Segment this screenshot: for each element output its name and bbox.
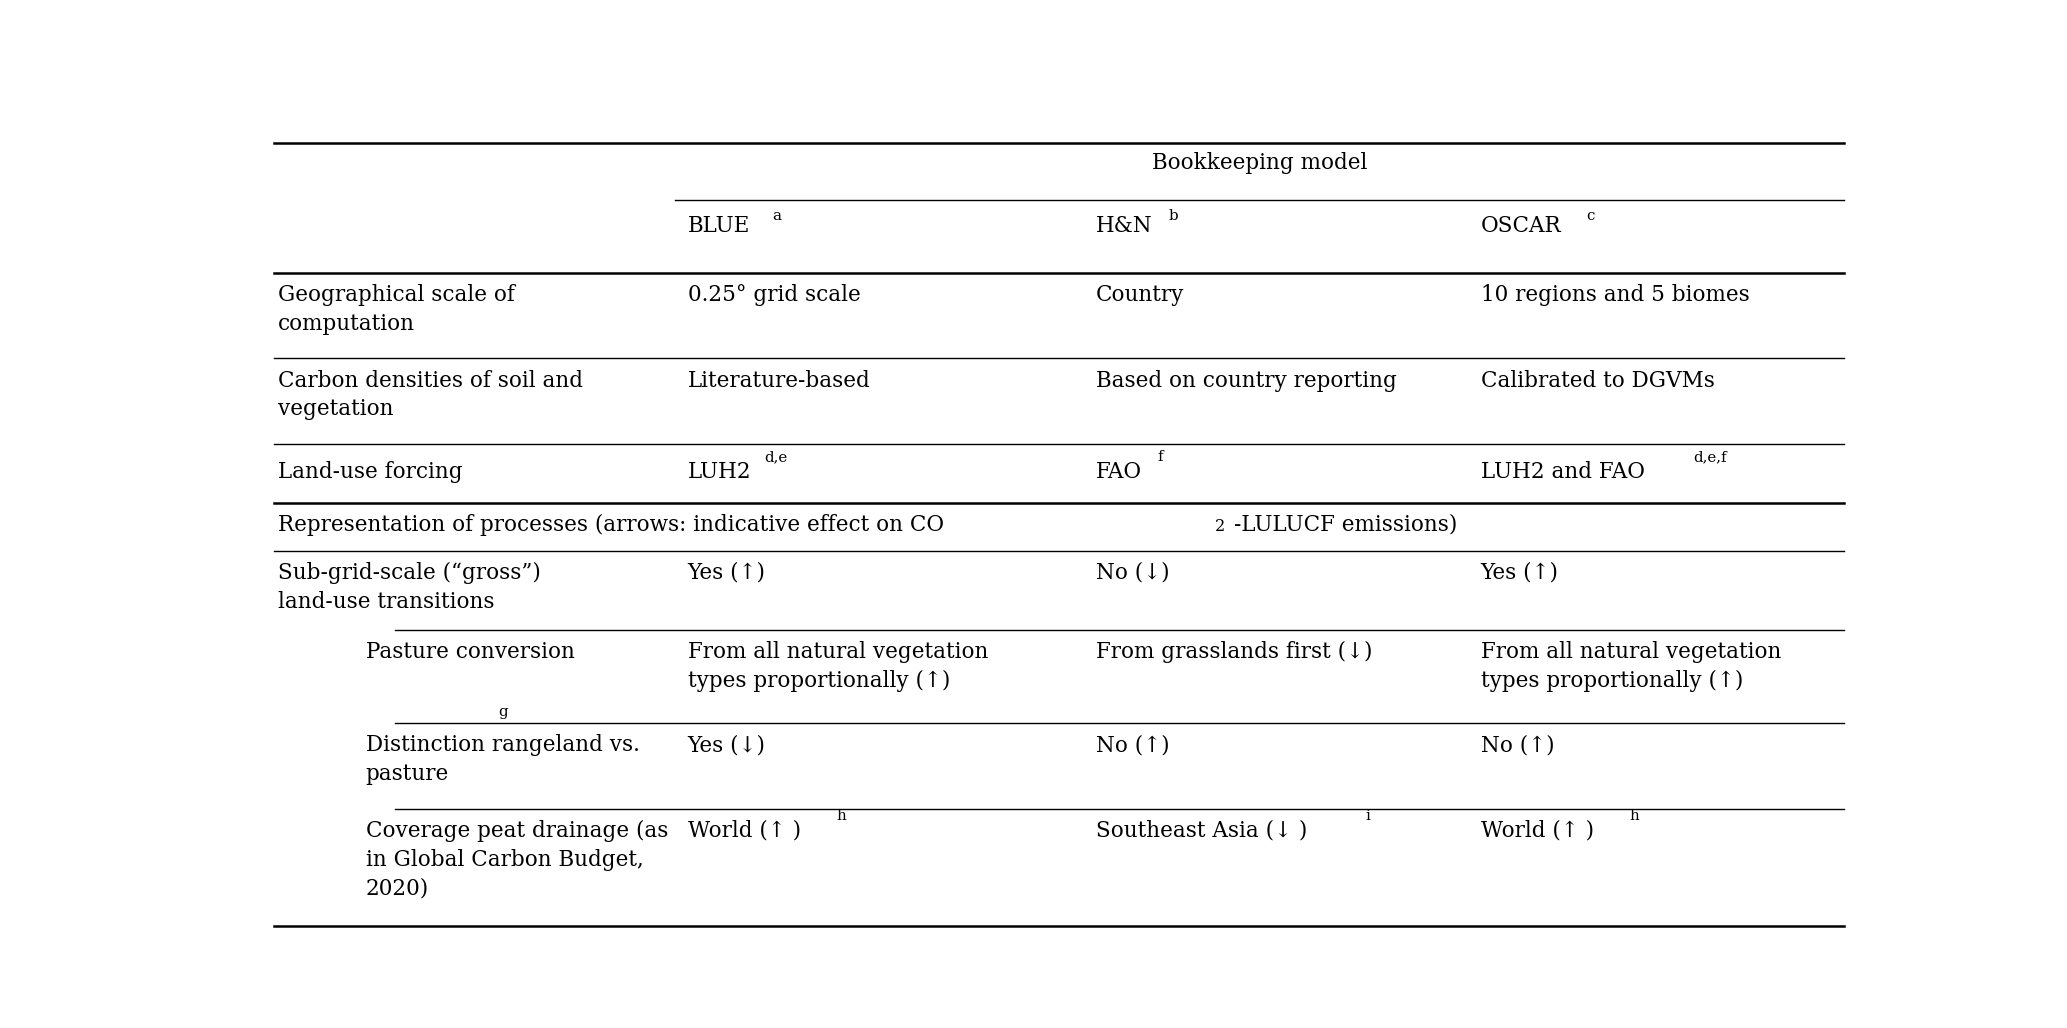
Text: 10 regions and 5 biomes: 10 regions and 5 biomes	[1480, 284, 1749, 306]
Text: From grasslands first (↓): From grasslands first (↓)	[1096, 641, 1372, 663]
Text: No (↓): No (↓)	[1096, 562, 1170, 584]
Text: Land-use forcing: Land-use forcing	[277, 462, 463, 483]
Text: Southeast Asia (↓ ): Southeast Asia (↓ )	[1096, 820, 1308, 842]
Text: BLUE: BLUE	[688, 215, 750, 236]
Text: H&N: H&N	[1096, 215, 1153, 236]
Text: World (↑ ): World (↑ )	[688, 820, 800, 842]
Text: h: h	[1629, 809, 1639, 822]
Text: From all natural vegetation
types proportionally (↑): From all natural vegetation types propor…	[1480, 641, 1782, 692]
Text: Literature-based: Literature-based	[688, 369, 870, 392]
Text: Coverage peat drainage (as
in Global Carbon Budget,
2020): Coverage peat drainage (as in Global Car…	[366, 820, 668, 900]
Text: Representation of processes (arrows: indicative effect on CO: Representation of processes (arrows: ind…	[277, 514, 945, 536]
Text: f: f	[1158, 450, 1162, 465]
Text: No (↑): No (↑)	[1480, 734, 1554, 757]
Text: Geographical scale of
computation: Geographical scale of computation	[277, 284, 515, 335]
Text: a: a	[773, 209, 781, 223]
Text: Yes (↓): Yes (↓)	[688, 734, 765, 757]
Text: -LULUCF emissions): -LULUCF emissions)	[1234, 514, 1457, 536]
Text: d,e,f: d,e,f	[1693, 450, 1728, 465]
Text: g: g	[498, 705, 508, 720]
Text: Bookkeeping model: Bookkeeping model	[1151, 152, 1366, 174]
Text: Yes (↑): Yes (↑)	[1480, 562, 1559, 584]
Text: Carbon densities of soil and
vegetation: Carbon densities of soil and vegetation	[277, 369, 583, 420]
Text: i: i	[1366, 809, 1370, 822]
Text: Sub-grid-scale (“gross”)
land-use transitions: Sub-grid-scale (“gross”) land-use transi…	[277, 562, 539, 613]
Text: No (↑): No (↑)	[1096, 734, 1170, 757]
Text: Pasture conversion: Pasture conversion	[366, 641, 575, 663]
Text: From all natural vegetation
types proportionally (↑): From all natural vegetation types propor…	[688, 641, 988, 692]
Text: Yes (↑): Yes (↑)	[688, 562, 765, 584]
Text: Distinction rangeland vs.
pasture: Distinction rangeland vs. pasture	[366, 734, 639, 785]
Text: OSCAR: OSCAR	[1480, 215, 1561, 236]
Text: 0.25° grid scale: 0.25° grid scale	[688, 284, 860, 306]
Text: LUH2: LUH2	[688, 462, 750, 483]
Text: Based on country reporting: Based on country reporting	[1096, 369, 1397, 392]
Text: Calibrated to DGVMs: Calibrated to DGVMs	[1480, 369, 1714, 392]
Text: FAO: FAO	[1096, 462, 1143, 483]
Text: Country: Country	[1096, 284, 1184, 306]
Text: b: b	[1168, 209, 1178, 223]
Text: d,e: d,e	[765, 450, 788, 465]
Text: LUH2 and FAO: LUH2 and FAO	[1480, 462, 1645, 483]
Text: h: h	[837, 809, 845, 822]
Text: World (↑ ): World (↑ )	[1480, 820, 1594, 842]
Text: 2: 2	[1215, 517, 1226, 535]
Text: c: c	[1585, 209, 1596, 223]
